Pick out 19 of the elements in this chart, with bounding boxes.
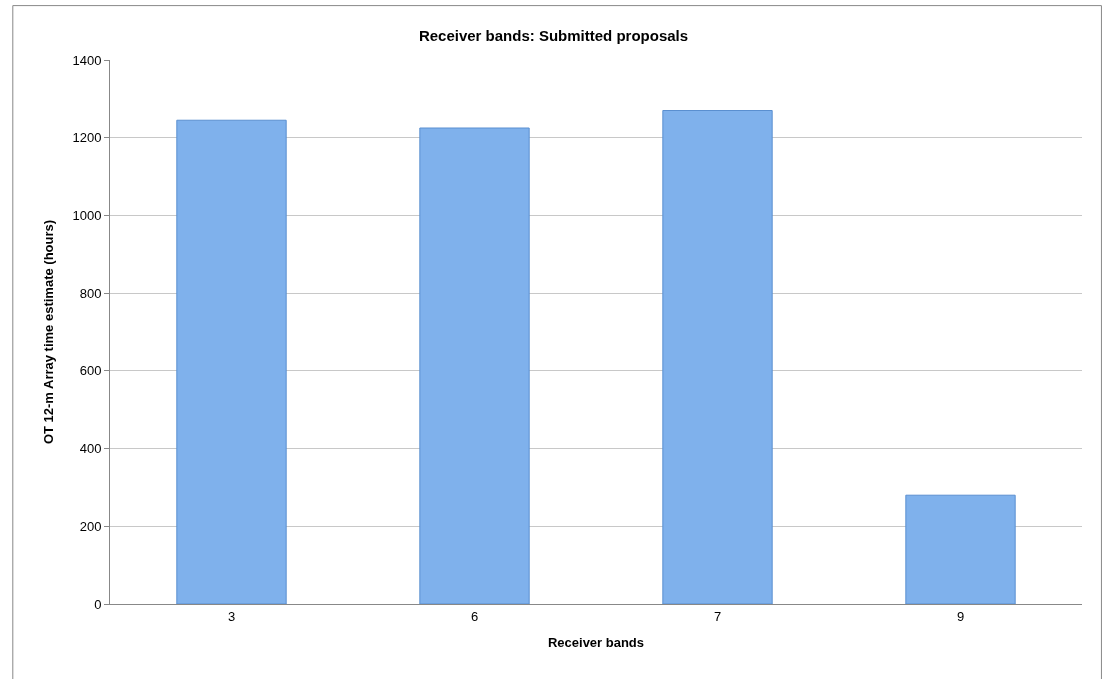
y-tick-label: 200: [79, 518, 102, 534]
y-tick-label: 800: [79, 285, 102, 301]
x-tick-label: 6: [470, 608, 479, 624]
bar: [176, 119, 287, 604]
x-tick-label: 7: [713, 608, 722, 624]
y-tick-label: 1400: [72, 52, 102, 68]
bar: [662, 110, 773, 604]
y-tick-label: 0: [94, 596, 102, 612]
y-axis-title: OT 12-m Array time estimate (hours): [41, 219, 57, 445]
chart-title: Receiver bands: Submitted proposals: [418, 27, 689, 45]
x-axis-title: Receiver bands: [547, 635, 645, 651]
bar: [905, 494, 1016, 604]
x-tick-label: 3: [227, 608, 236, 624]
x-tick-label: 9: [956, 608, 965, 624]
y-tick-label: 400: [79, 441, 102, 457]
y-tick-label: 600: [79, 363, 102, 379]
y-tick-label: 1200: [72, 130, 102, 146]
y-tick-label: 1000: [72, 207, 102, 223]
bar: [419, 127, 530, 604]
